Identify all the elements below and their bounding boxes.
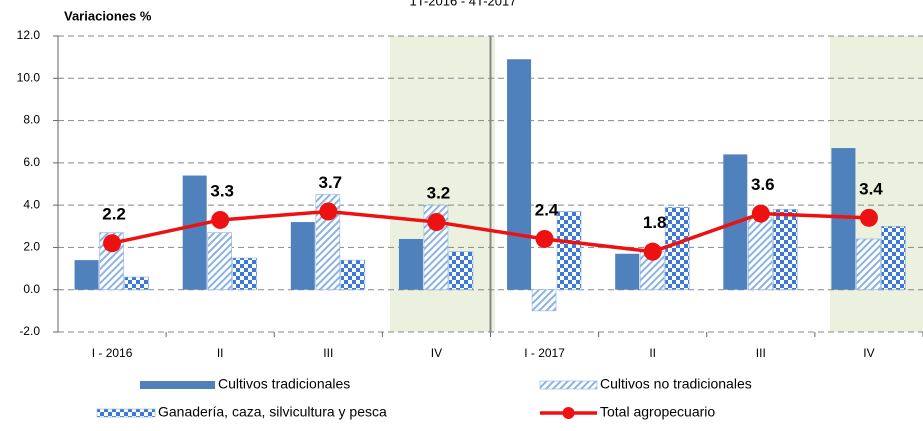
x-tick-label: II <box>217 346 224 360</box>
x-tick-label: IV <box>863 346 874 360</box>
data-label: 1.8 <box>643 213 667 232</box>
y-tick-label: 8.0 <box>23 113 40 127</box>
y-tick-label: 4.0 <box>23 197 40 211</box>
line-point <box>535 229 554 248</box>
line-point <box>319 202 338 221</box>
line-point <box>211 210 230 229</box>
legend-swatch <box>96 408 156 418</box>
y-tick-label: -2.0 <box>19 324 40 338</box>
y-tick-label: 6.0 <box>23 155 40 169</box>
bar <box>615 253 640 290</box>
data-label: 3.7 <box>318 173 342 192</box>
legend-label: Cultivos no tradicionales <box>600 376 752 392</box>
y-tick-label: 12.0 <box>17 28 41 42</box>
bar <box>448 251 474 291</box>
bar <box>507 59 532 290</box>
legend-label: Total agropecuario <box>600 404 715 420</box>
bar <box>773 209 798 291</box>
line <box>111 209 870 254</box>
bar <box>124 276 149 291</box>
data-label: 3.4 <box>859 179 883 198</box>
bar <box>856 238 881 291</box>
bar <box>290 222 315 290</box>
x-tick-label: I - 2016 <box>92 346 133 360</box>
legend-label: Cultivos tradicionales <box>218 376 350 392</box>
data-label: 3.6 <box>751 175 775 194</box>
x-tick-label: II <box>649 346 656 360</box>
line-point <box>751 204 770 223</box>
legend-swatch <box>539 380 598 390</box>
subtitle: 1T-2016 - 4T-2017 <box>410 0 517 8</box>
legend-label: Ganadería, caza, silvicultura y pesca <box>158 404 387 420</box>
data-label: 3.3 <box>210 181 234 200</box>
bar <box>748 217 773 291</box>
bar <box>556 211 582 291</box>
bar <box>881 225 906 291</box>
legend-marker <box>562 407 575 419</box>
y-tick-label: 2.0 <box>23 240 40 254</box>
bar <box>340 259 366 291</box>
line-point <box>427 213 446 232</box>
axis-title: Variaciones % <box>64 8 152 23</box>
bar <box>207 232 232 291</box>
legend-swatch <box>140 381 215 389</box>
data-label: 2.4 <box>535 200 559 219</box>
x-tick-label: IV <box>431 346 442 360</box>
bar <box>182 175 207 290</box>
x-tick-label: III <box>756 346 766 360</box>
x-tick-label: III <box>323 346 333 360</box>
data-label: 3.2 <box>427 184 451 203</box>
bar <box>398 238 423 290</box>
y-tick-label: 10.0 <box>17 70 41 84</box>
bar <box>232 257 257 291</box>
data-label: 2.2 <box>102 205 126 224</box>
line-point <box>859 208 878 227</box>
x-tick-label: I - 2017 <box>524 346 565 360</box>
bar <box>664 206 690 291</box>
y-tick-label: 0.0 <box>23 282 40 296</box>
bar <box>74 260 99 290</box>
line-point <box>103 234 122 253</box>
line-point <box>643 242 662 261</box>
bar <box>531 289 557 312</box>
